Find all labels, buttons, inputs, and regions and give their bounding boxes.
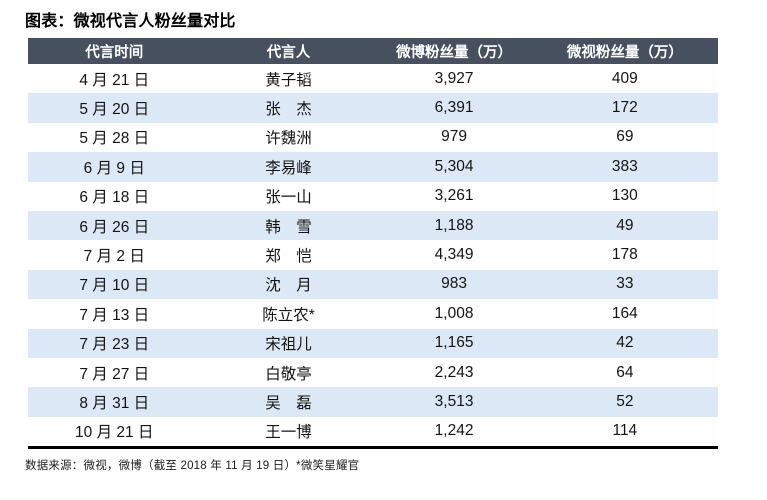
cell-weibo-fans: 979 — [441, 128, 467, 146]
cell-spokesperson: 吴 磊 — [265, 394, 312, 412]
table-row: 8 月 31 日 吴 磊 3,513 52 — [28, 387, 718, 417]
table-row: 7 月 13 日 陈立农* 1,008 164 — [28, 299, 718, 329]
column-header-endorse-date: 代言时间 — [85, 44, 144, 61]
cell-weibo-fans: 1,008 — [434, 304, 474, 322]
cell-weishi-fans: 164 — [611, 304, 638, 322]
cell-weishi-fans: 33 — [616, 275, 634, 293]
cell-weishi-fans: 64 — [616, 363, 634, 381]
table-row: 7 月 10 日 沈 月 983 33 — [28, 269, 718, 300]
table-row: 6 月 9 日 李易峰 5,304 383 — [28, 152, 718, 182]
cell-weibo-fans: 2,243 — [434, 363, 474, 381]
cell-weibo-fans: 3,261 — [434, 187, 474, 205]
cell-weibo-fans: 1,188 — [434, 216, 474, 234]
cell-weibo-fans: 4,349 — [434, 246, 474, 264]
cell-endorse-date: 7 月 27 日 — [79, 365, 150, 383]
cell-weishi-fans: 178 — [611, 246, 638, 264]
cell-endorse-date: 10 月 21 日 — [75, 424, 154, 442]
cell-spokesperson: 韩 雪 — [265, 218, 312, 236]
table-row: 7 月 23 日 宋祖儿 1,165 42 — [28, 328, 718, 358]
table-row: 5 月 20 日 张 杰 6,391 172 — [28, 93, 718, 123]
table-row: 5 月 28 日 许魏洲 979 69 — [28, 122, 718, 153]
cell-spokesperson: 白敬亭 — [265, 365, 312, 383]
cell-weishi-fans: 114 — [612, 422, 638, 440]
table-header-row: 代言时间 代言人 微博粉丝量（万） 微视粉丝量（万） — [28, 38, 718, 64]
cell-spokesperson: 郑 恺 — [265, 248, 312, 266]
cell-spokesperson: 宋祖儿 — [265, 336, 312, 354]
cell-weishi-fans: 383 — [611, 157, 638, 175]
cell-weibo-fans: 1,242 — [434, 422, 474, 440]
cell-spokesperson: 王一博 — [265, 424, 312, 442]
cell-endorse-date: 7 月 2 日 — [83, 248, 145, 266]
cell-spokesperson: 张一山 — [265, 189, 312, 207]
cell-weishi-fans: 42 — [616, 334, 634, 352]
table-body: 4 月 21 日黄子韬 3,927 409 5 月 20 日张 杰 6,391 172 5 … — [28, 64, 718, 447]
table-row: 6 月 26 日 韩 雪 1,188 49 — [28, 210, 718, 241]
cell-spokesperson: 李易峰 — [265, 159, 312, 177]
cell-endorse-date: 5 月 28 日 — [79, 130, 150, 148]
cell-endorse-date: 7 月 23 日 — [79, 336, 150, 354]
cell-endorse-date: 7 月 10 日 — [79, 277, 150, 295]
cell-weishi-fans: 130 — [611, 187, 638, 205]
table-row: 7 月 27 日 白敬亭 2,243 64 — [28, 357, 718, 388]
cell-weibo-fans: 983 — [441, 275, 467, 293]
cell-endorse-date: 6 月 9 日 — [83, 159, 145, 177]
cell-weibo-fans: 1,165 — [434, 334, 474, 352]
cell-endorse-date: 6 月 18 日 — [79, 189, 150, 207]
column-header-weibo-fans: 微博粉丝量（万） — [396, 44, 513, 61]
cell-weibo-fans: 3,513 — [434, 392, 474, 410]
data-source-note: 数据来源：微视，微博（截至 2018 年 11 月 19 日）*微笑星耀官 — [25, 460, 360, 472]
cell-weishi-fans: 172 — [611, 99, 638, 117]
column-header-spokesperson: 代言人 — [266, 44, 311, 61]
page-title: 图表：微视代言人粉丝量对比 — [25, 13, 236, 30]
cell-weishi-fans: 409 — [611, 69, 638, 87]
table-row: 6 月 18 日 张一山 3,261 130 — [28, 181, 718, 211]
cell-weibo-fans: 3,927 — [434, 69, 474, 87]
cell-endorse-date: 6 月 26 日 — [79, 218, 150, 236]
cell-weishi-fans: 52 — [616, 392, 634, 410]
cell-spokesperson: 黄子韬 — [265, 71, 312, 89]
cell-spokesperson: 许魏洲 — [265, 130, 312, 148]
cell-weibo-fans: 6,391 — [434, 99, 474, 117]
spokesperson-fans-table: 代言时间 代言人 微博粉丝量（万） 微视粉丝量（万） 4 月 21 日 黄子韬 3,… — [28, 38, 718, 450]
cell-endorse-date: 5 月 20 日 — [79, 101, 150, 119]
cell-spokesperson: 陈立农* — [262, 306, 315, 324]
cell-endorse-date: 4 月 21 日 — [79, 71, 150, 89]
cell-spokesperson: 张 杰 — [265, 101, 312, 119]
column-header-weishi-fans: 微视粉丝量（万） — [566, 44, 683, 61]
table-row: 4 月 21 日 黄子韬 3,927 409 — [28, 64, 718, 94]
cell-weibo-fans: 5,304 — [434, 157, 474, 175]
table-row: 7 月 2 日 郑 恺 4,349 178 — [28, 240, 718, 270]
cell-weishi-fans: 49 — [616, 216, 634, 234]
cell-endorse-date: 8 月 31 日 — [79, 394, 150, 412]
cell-spokesperson: 沈 月 — [265, 277, 312, 295]
cell-weishi-fans: 69 — [616, 128, 634, 146]
cell-endorse-date: 7 月 13 日 — [79, 306, 150, 324]
table-row: 10 月 21 日 王一博 1,242 114 — [28, 416, 718, 447]
